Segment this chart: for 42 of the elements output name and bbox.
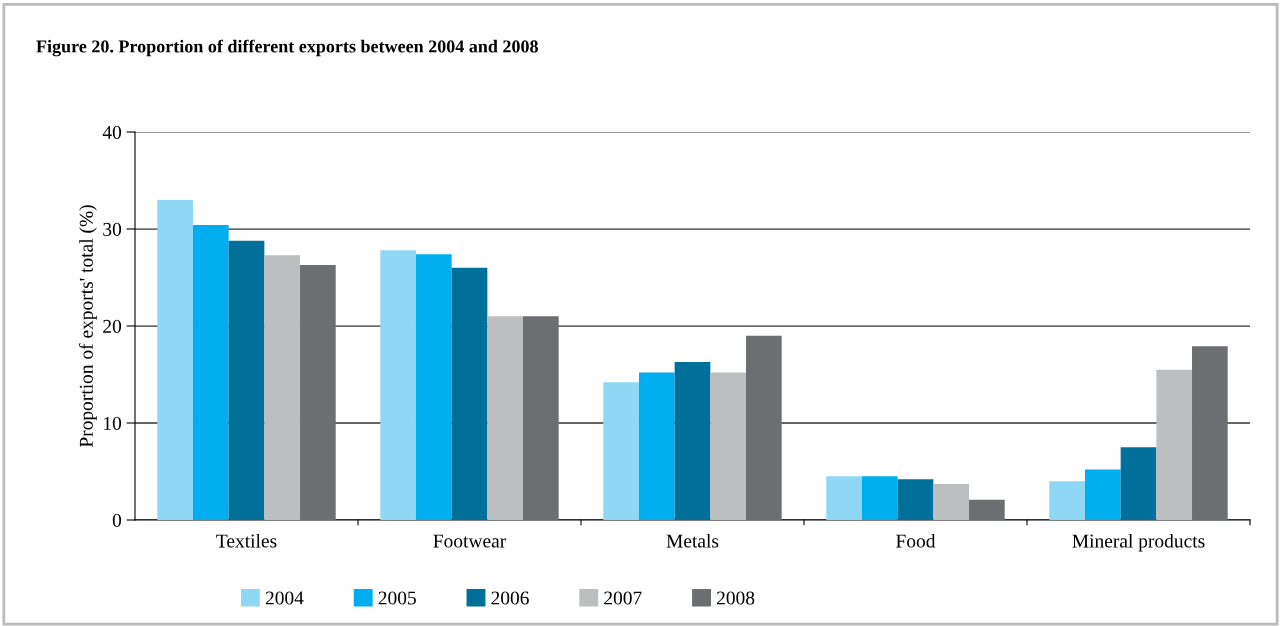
- bar: [415, 254, 452, 520]
- bar: [933, 484, 970, 520]
- chart-title: Figure 20. Proportion of different exports between 2004 and 2008: [36, 39, 538, 57]
- bar: [861, 476, 898, 520]
- legend-label: 2004: [265, 591, 304, 605]
- bar: [380, 250, 416, 520]
- x-tick-label: Footwear: [433, 534, 507, 548]
- bar: [264, 255, 301, 520]
- bar: [451, 267, 488, 520]
- bar: [897, 479, 934, 520]
- bar: [746, 335, 782, 520]
- legend-label: 2008: [716, 591, 755, 605]
- bar: [1156, 369, 1193, 520]
- y-tick-label: 40: [102, 125, 122, 139]
- bar: [826, 476, 862, 520]
- y-tick-label: 30: [103, 222, 122, 236]
- y-tick-label: 10: [104, 416, 122, 430]
- y-tick-label: 20: [103, 319, 122, 333]
- y-axis-title: Proportion of exports' total (%): [78, 205, 97, 448]
- x-tick-label: Metals: [666, 533, 719, 548]
- bar: [523, 316, 559, 520]
- bar: [710, 372, 747, 520]
- legend-label: 2006: [491, 591, 529, 605]
- bar: [192, 225, 229, 520]
- bar: [674, 361, 711, 520]
- bar: [228, 240, 265, 520]
- bar: [1192, 346, 1228, 520]
- bar: [638, 372, 675, 520]
- legend-label: 2007: [604, 591, 642, 605]
- y-tick-label: 0: [112, 513, 122, 527]
- bar: [1049, 481, 1085, 520]
- x-tick-label: Textiles: [216, 533, 277, 548]
- bar: [969, 499, 1005, 520]
- x-tick-label: Mineral products: [1072, 533, 1205, 552]
- bar: [300, 264, 336, 520]
- bar: [603, 382, 639, 520]
- bar: [1084, 469, 1121, 520]
- legend-label: 2005: [378, 591, 416, 605]
- bar: [157, 199, 193, 520]
- x-tick-label: Food: [896, 533, 936, 548]
- bar: [1120, 447, 1157, 520]
- bar: [487, 316, 524, 520]
